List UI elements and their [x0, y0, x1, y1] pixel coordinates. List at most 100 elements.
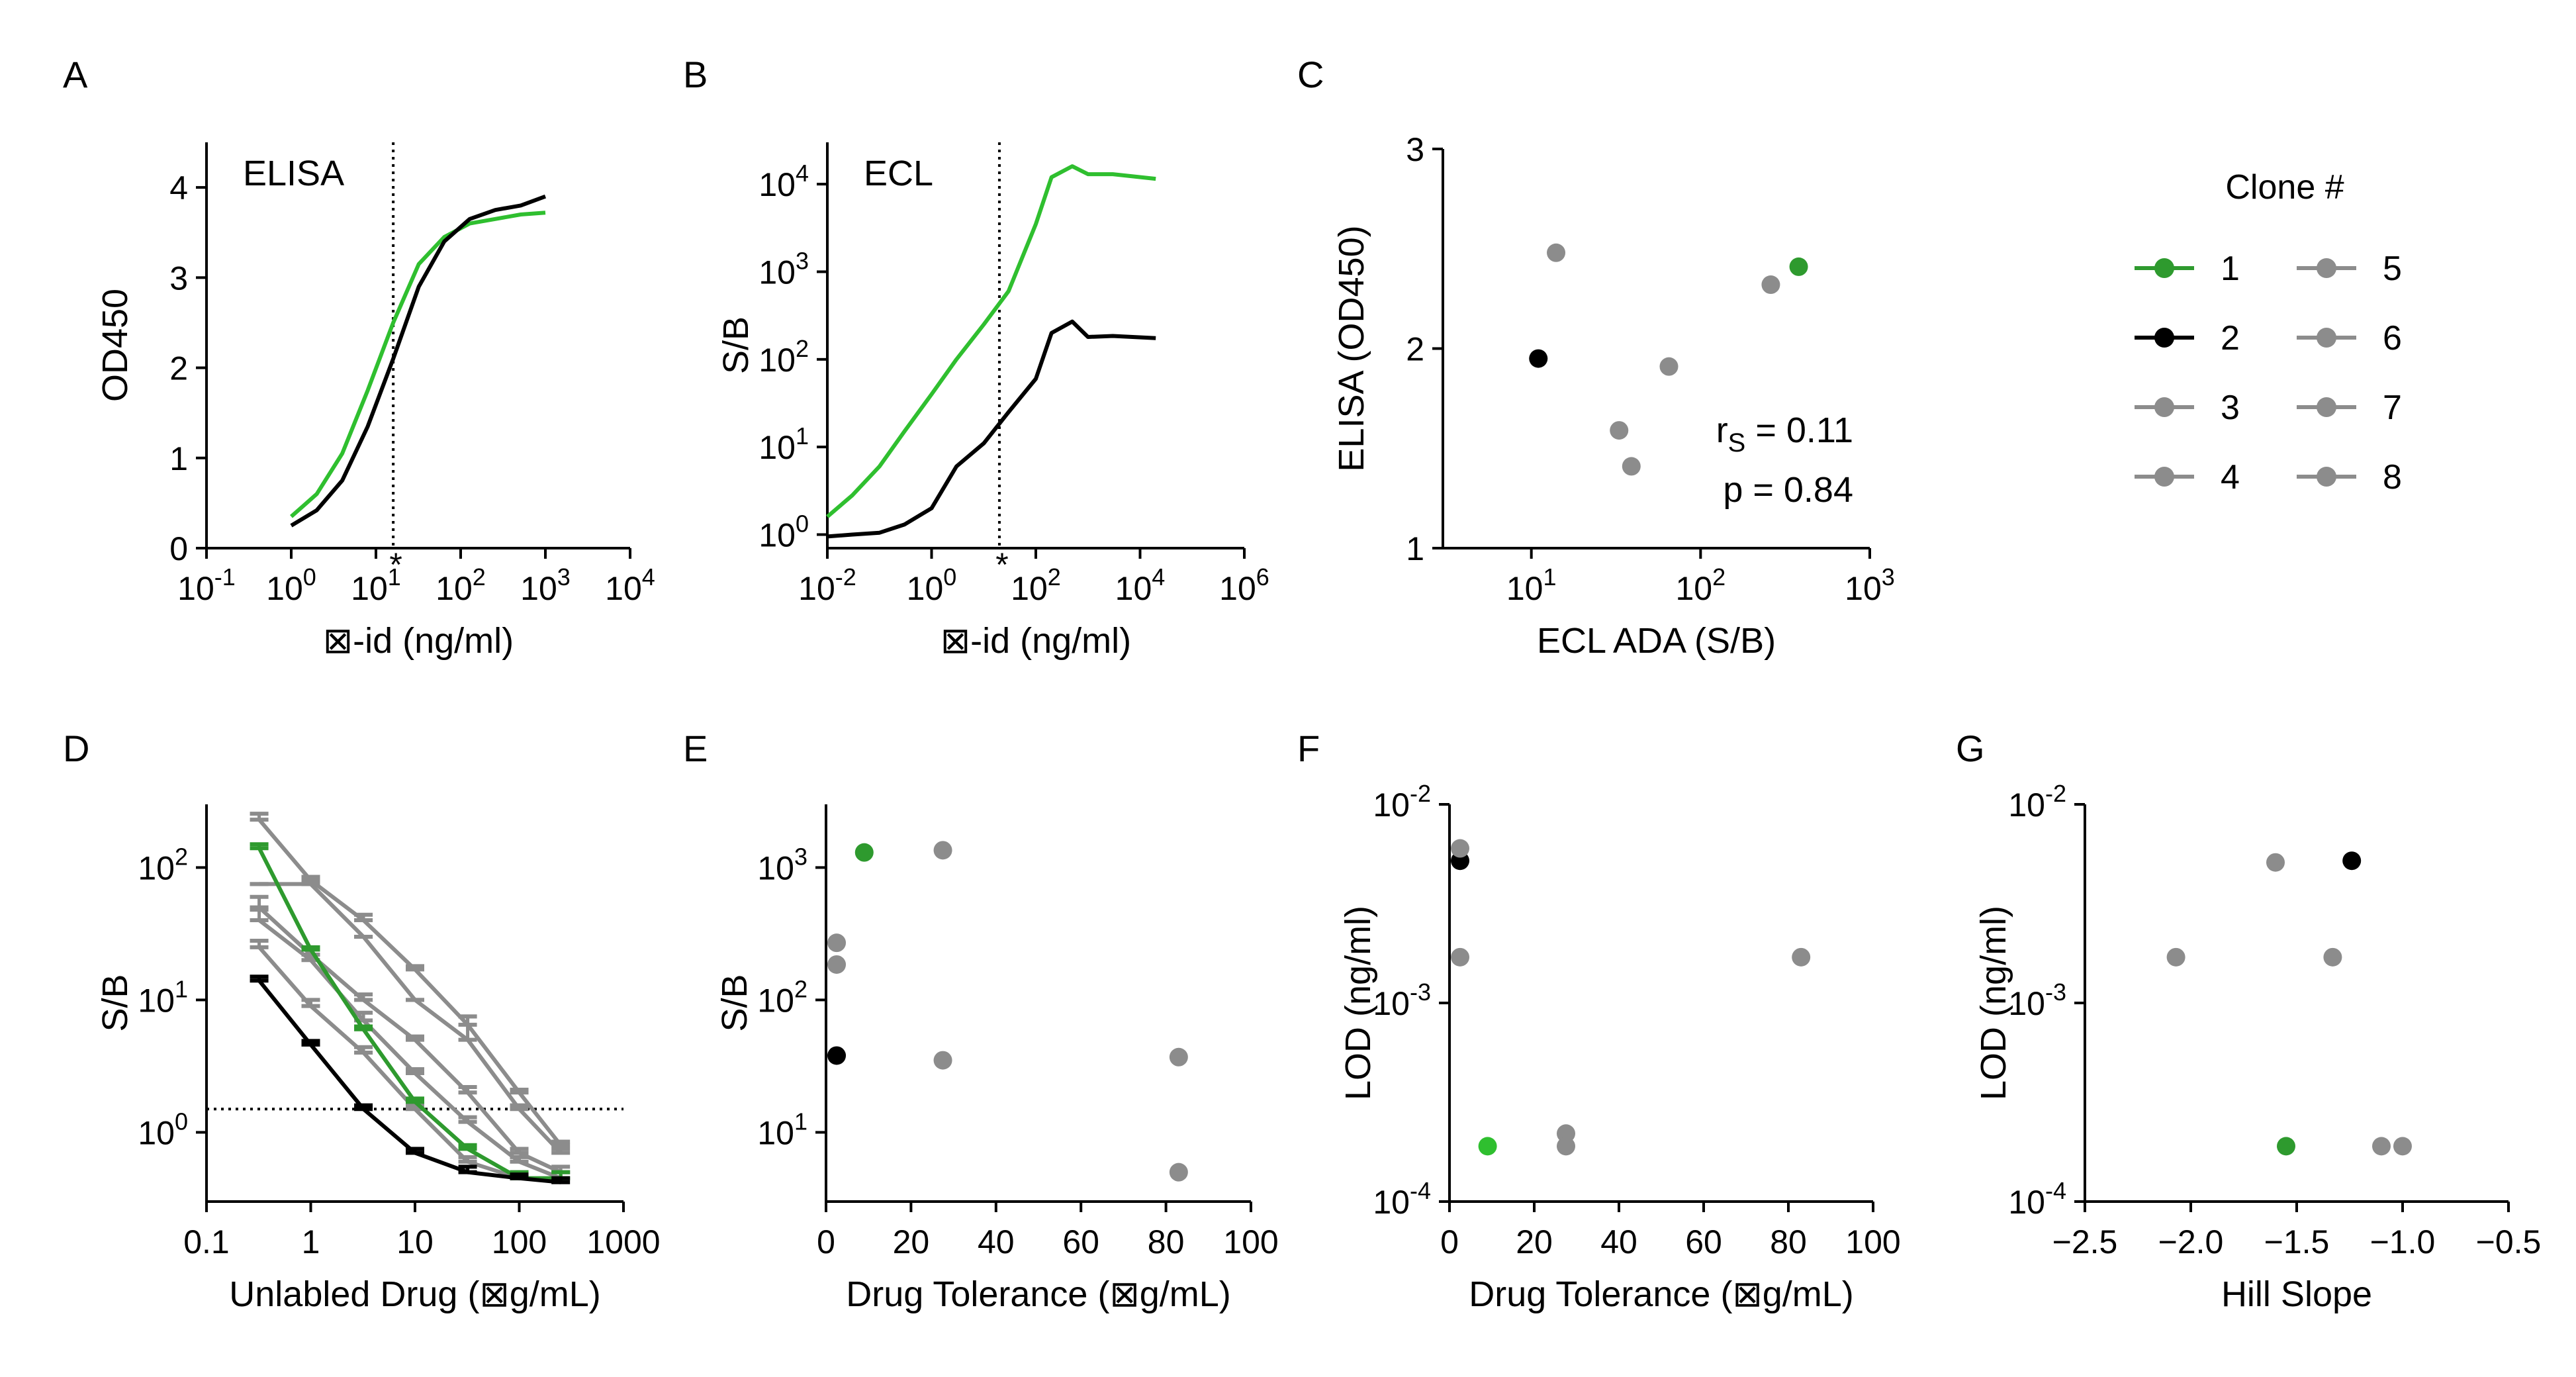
x-tick-label: 0.1 — [183, 1223, 230, 1260]
y-tick-label: 2 — [169, 350, 188, 387]
spearman-r-sub: S — [1728, 428, 1746, 457]
x-tick-label-base: 10 — [1011, 570, 1048, 607]
x-tick-label-exp: 0 — [943, 563, 956, 591]
y-tick-label-base: 10 — [2008, 1184, 2045, 1221]
y-tick-label-base: 10 — [138, 849, 175, 886]
x-tick-label: 100 — [1845, 1223, 1900, 1260]
x-axis-title: Drug Tolerance (⊠g/mL) — [1469, 1274, 1853, 1314]
y-tick-label-exp: 0 — [175, 1108, 188, 1135]
y-tick-label-exp: -2 — [2045, 780, 2066, 807]
y-tick-label: 0 — [169, 530, 188, 567]
x-tick-label: 100 — [266, 563, 316, 607]
x-tick-label: 40 — [1600, 1223, 1637, 1260]
x-tick-label-base: 10 — [1676, 570, 1713, 607]
x-tick-label: 60 — [1685, 1223, 1722, 1260]
y-tick-label-base: 10 — [757, 1114, 794, 1151]
x-tick-label: 102 — [1011, 563, 1061, 607]
point-clone-2 — [2342, 851, 2362, 871]
legend-marker-clone-6 — [2317, 328, 2336, 348]
spearman-r: rS = 0.11 — [1716, 410, 1853, 457]
x-tick-label: 106 — [1219, 563, 1269, 607]
x-tick-label-base: 10 — [520, 570, 557, 607]
point-clone-6 — [1557, 1137, 1575, 1156]
point-clone-1 — [2277, 1137, 2295, 1156]
series-line-green — [290, 211, 546, 518]
x-tick-label: 0 — [1440, 1223, 1459, 1260]
y-tick-label-base: 10 — [2008, 786, 2045, 824]
x-axis-title: Unlabled Drug (⊠g/mL) — [229, 1274, 600, 1314]
legend-label-clone-7: 7 — [2383, 389, 2402, 427]
y-tick-label-base: 10 — [759, 342, 796, 379]
x-tick-label: 102 — [1676, 563, 1726, 607]
x-axis-title: ⊠-id (ng/ml) — [323, 621, 514, 661]
y-tick-label-exp: -3 — [2045, 978, 2066, 1006]
y-tick-label-base: 10 — [1373, 1184, 1410, 1221]
legend-marker-clone-3 — [2154, 397, 2174, 417]
point-clone-4 — [1761, 275, 1780, 295]
x-tick-label-base: 10 — [798, 570, 835, 607]
x-tick-label-exp: 0 — [303, 563, 316, 591]
legend-label-clone-3: 3 — [2221, 389, 2240, 427]
y-tick-label-exp: 0 — [796, 510, 809, 538]
series-line-g5 — [257, 945, 561, 1180]
x-tick-label: −1.0 — [2370, 1223, 2436, 1260]
x-tick-label-exp: 4 — [642, 563, 655, 591]
y-tick-label-exp: 3 — [794, 843, 807, 870]
series-line-black — [827, 319, 1156, 539]
x-tick-label: 10 — [396, 1223, 434, 1260]
x-tick-label: 20 — [1516, 1223, 1553, 1260]
legend-label-clone-4: 4 — [2221, 458, 2240, 497]
x-tick-label: 20 — [893, 1223, 930, 1260]
panel-letter-f: F — [1297, 728, 1320, 769]
y-tick-label-base: 10 — [757, 982, 794, 1019]
spearman-r-value: = 0.11 — [1745, 410, 1853, 450]
panel-letter-g: G — [1956, 728, 1985, 769]
y-tick-label: 2 — [1406, 331, 1424, 368]
x-axis-title: Hill Slope — [2221, 1274, 2372, 1314]
point-clone-7 — [1622, 457, 1641, 476]
y-tick-label: 10-4 — [1373, 1177, 1431, 1221]
legend: Clone # 1 2 3 4 5 6 7 8 — [2135, 168, 2402, 497]
point-clone-8 — [1169, 1163, 1188, 1182]
y-tick-label: 1 — [169, 440, 188, 477]
y-tick-label: 101 — [759, 422, 809, 466]
x-axis-title: ECL ADA (S/B) — [1537, 621, 1776, 661]
y-tick-label: 10-2 — [2008, 780, 2066, 824]
y-tick-label: 102 — [759, 335, 809, 379]
y-tick-label-base: 10 — [1373, 985, 1410, 1022]
x-axis-title: ⊠-id (ng/ml) — [941, 621, 1131, 661]
y-axis-title: OD450 — [95, 289, 135, 402]
y-axis-title: S/B — [715, 974, 755, 1031]
x-tick-label-base: 10 — [1506, 570, 1543, 607]
vline-marker: * — [995, 546, 1008, 583]
x-tick-label-base: 10 — [177, 570, 214, 607]
x-tick-label-base: 10 — [1115, 570, 1152, 607]
legend-label-clone-2: 2 — [2221, 319, 2240, 357]
point-clone-2 — [1529, 349, 1548, 368]
x-tick-label-exp: -1 — [214, 563, 236, 591]
y-tick-label: 100 — [759, 510, 809, 554]
point-clone-6 — [1610, 421, 1629, 440]
x-tick-label: 103 — [1845, 563, 1895, 607]
p-value: p = 0.84 — [1723, 470, 1853, 510]
y-tick-label: 10-3 — [2008, 978, 2066, 1022]
x-tick-label-exp: 6 — [1256, 563, 1269, 591]
point-clone-3 — [1451, 839, 1469, 858]
y-axis-title: LOD (ng/ml) — [1338, 906, 1378, 1100]
point-clone-1 — [854, 843, 874, 862]
x-tick-label-exp: 2 — [1048, 563, 1061, 591]
x-tick-label-exp: 1 — [1543, 563, 1556, 591]
point-clone-3 — [2266, 853, 2285, 872]
panel-letter-d: D — [63, 728, 89, 769]
legend-marker-clone-4 — [2154, 467, 2174, 487]
y-tick-label: 3 — [1406, 131, 1424, 168]
x-tick-label-base: 10 — [436, 570, 473, 607]
vline-marker: * — [389, 546, 402, 583]
x-tick-label-base: 10 — [907, 570, 944, 607]
y-tick-label-base: 10 — [757, 849, 794, 886]
